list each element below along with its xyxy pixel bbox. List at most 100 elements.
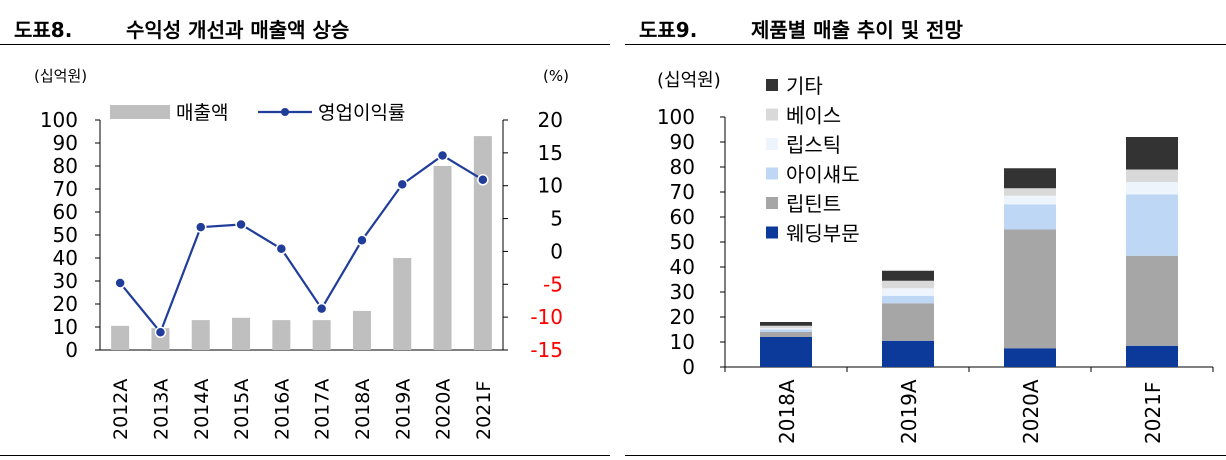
stack-segment-립스틱 bbox=[882, 288, 934, 296]
y-axis-tick-label: 30 bbox=[670, 280, 695, 304]
figure-8-left-unit: (십억원) bbox=[34, 67, 87, 85]
right-axis-tick-label: -10 bbox=[530, 305, 563, 329]
legend-label: 베이스 bbox=[786, 104, 841, 128]
y-axis-tick-label: 20 bbox=[670, 305, 695, 329]
legend-revenue-label: 매출액 bbox=[176, 102, 228, 124]
revenue-bar bbox=[232, 317, 251, 350]
y-axis-tick-label: 60 bbox=[670, 205, 695, 229]
margin-point bbox=[235, 218, 247, 231]
margin-point bbox=[396, 178, 408, 191]
margin-point bbox=[154, 326, 167, 339]
left-axis-tick-label: 100 bbox=[40, 108, 78, 132]
figure-9-title: 제품별 매출 추이 및 전망 bbox=[751, 18, 963, 42]
figure-8-right-unit: (%) bbox=[543, 67, 569, 85]
legend-swatch bbox=[766, 79, 778, 91]
stack-segment-베이스 bbox=[760, 325, 812, 329]
margin-point bbox=[436, 149, 449, 162]
y-axis-tick-label: 0 bbox=[682, 355, 695, 379]
legend-swatch bbox=[766, 197, 778, 209]
right-axis-tick-label: 0 bbox=[550, 239, 563, 263]
stack-segment-립틴트 bbox=[882, 303, 934, 341]
left-axis-tick-label: 70 bbox=[53, 177, 78, 201]
revenue-bar bbox=[191, 320, 210, 350]
y-axis-tick-label: 100 bbox=[657, 105, 695, 129]
legend-swatch bbox=[766, 138, 778, 150]
right-axis-tick-label: 10 bbox=[538, 174, 563, 198]
legend-swatch bbox=[766, 108, 778, 121]
x-axis-category-label: 2018A bbox=[352, 379, 374, 440]
figure-8-top-rule bbox=[0, 44, 610, 45]
margin-point bbox=[315, 302, 328, 315]
legend-label: 웨딩부문 bbox=[786, 222, 860, 246]
margin-point bbox=[477, 174, 489, 186]
revenue-bar bbox=[352, 310, 371, 350]
stack-segment-웨딩부문 bbox=[760, 337, 812, 367]
figure-9-panel: 도표9. 제품별 매출 추이 및 전망 (십억원) 0 10 20 30 40 50 60 7… bbox=[625, 0, 1226, 460]
left-axis-tick-label: 30 bbox=[53, 269, 78, 293]
figure-8-title: 수익성 개선과 매출액 상승 bbox=[126, 18, 350, 42]
left-axis-tick-label: 0 bbox=[65, 338, 78, 362]
legend-margin-label: 영업이익률 bbox=[318, 102, 405, 124]
right-axis-tick-label: -5 bbox=[543, 272, 563, 296]
stack-segment-아이섀도 bbox=[760, 329, 812, 332]
stack-segment-기타 bbox=[760, 322, 812, 326]
legend-swatch bbox=[766, 167, 778, 180]
x-axis-category-label: 2018A bbox=[775, 379, 799, 444]
x-axis-category-label: 2014A bbox=[191, 379, 213, 440]
stack-segment-기타 bbox=[1126, 137, 1178, 170]
left-axis-tick-label: 40 bbox=[53, 246, 78, 270]
legend-label: 립틴트 bbox=[786, 192, 841, 216]
legend-label: 기타 bbox=[786, 74, 823, 98]
x-axis-category-label: 2021F bbox=[473, 381, 495, 440]
revenue-bar bbox=[473, 136, 492, 350]
stack-segment-립스틱 bbox=[1126, 182, 1178, 195]
stack-segment-기타 bbox=[882, 270, 934, 281]
left-axis-tick-label: 20 bbox=[53, 292, 78, 316]
figure-9-left-unit: (십억원) bbox=[657, 70, 721, 91]
x-axis-category-label: 2012A bbox=[110, 379, 132, 440]
x-axis-category-label: 2017A bbox=[312, 379, 334, 440]
stack-segment-아이섀도 bbox=[1126, 194, 1178, 256]
left-axis-tick-label: 60 bbox=[53, 200, 78, 224]
figure-8-bottom-rule bbox=[0, 455, 610, 456]
x-axis-category-label: 2016A bbox=[271, 379, 293, 440]
figure-8-chart: (십억원) (%) 0102030405060708090100-15-10-5… bbox=[34, 67, 569, 440]
revenue-bar bbox=[433, 166, 452, 350]
figure-9-header: 도표9. 제품별 매출 추이 및 전망 bbox=[639, 14, 1226, 42]
y-axis-tick-label: 40 bbox=[670, 255, 695, 279]
margin-point bbox=[114, 277, 126, 289]
figure-8-number: 도표8. bbox=[14, 18, 73, 42]
figure-8-panel: 도표8. 수익성 개선과 매출액 상승 (십억원) (%) 0 10 20 30 40 5… bbox=[0, 0, 610, 460]
margin-point bbox=[356, 234, 368, 247]
stack-segment-립스틱 bbox=[760, 328, 812, 330]
legend-margin-marker bbox=[281, 108, 289, 116]
stack-segment-아이섀도 bbox=[882, 295, 934, 304]
right-axis-tick-label: 5 bbox=[550, 207, 563, 231]
legend-swatch bbox=[766, 226, 778, 239]
x-axis-category-label: 2019A bbox=[897, 379, 921, 444]
stack-segment-웨딩부문 bbox=[1126, 345, 1178, 367]
revenue-bar bbox=[312, 320, 331, 350]
revenue-bar bbox=[393, 258, 412, 350]
left-axis-tick-label: 90 bbox=[53, 131, 78, 155]
revenue-bar bbox=[111, 325, 130, 350]
y-axis-tick-label: 90 bbox=[670, 130, 695, 154]
y-axis-tick-label: 50 bbox=[670, 230, 695, 254]
y-axis-tick-label: 80 bbox=[670, 155, 695, 179]
stack-segment-웨딩부문 bbox=[1004, 348, 1056, 367]
stack-segment-베이스 bbox=[1126, 169, 1178, 182]
margin-line bbox=[119, 154, 484, 335]
figure-9-number: 도표9. bbox=[639, 18, 698, 42]
figure-9-top-rule bbox=[625, 44, 1226, 45]
stack-segment-립틴트 bbox=[1126, 255, 1178, 346]
left-axis-tick-label: 10 bbox=[53, 315, 78, 339]
left-axis-tick-label: 80 bbox=[53, 154, 78, 178]
legend-label: 립스틱 bbox=[786, 133, 841, 157]
right-axis-tick-label: -15 bbox=[530, 338, 563, 362]
revenue-bar bbox=[272, 320, 291, 350]
legend-label: 아이섀도 bbox=[786, 163, 860, 187]
stack-segment-립틴트 bbox=[760, 332, 812, 337]
margin-point bbox=[195, 221, 207, 233]
stack-segment-베이스 bbox=[1004, 188, 1056, 196]
